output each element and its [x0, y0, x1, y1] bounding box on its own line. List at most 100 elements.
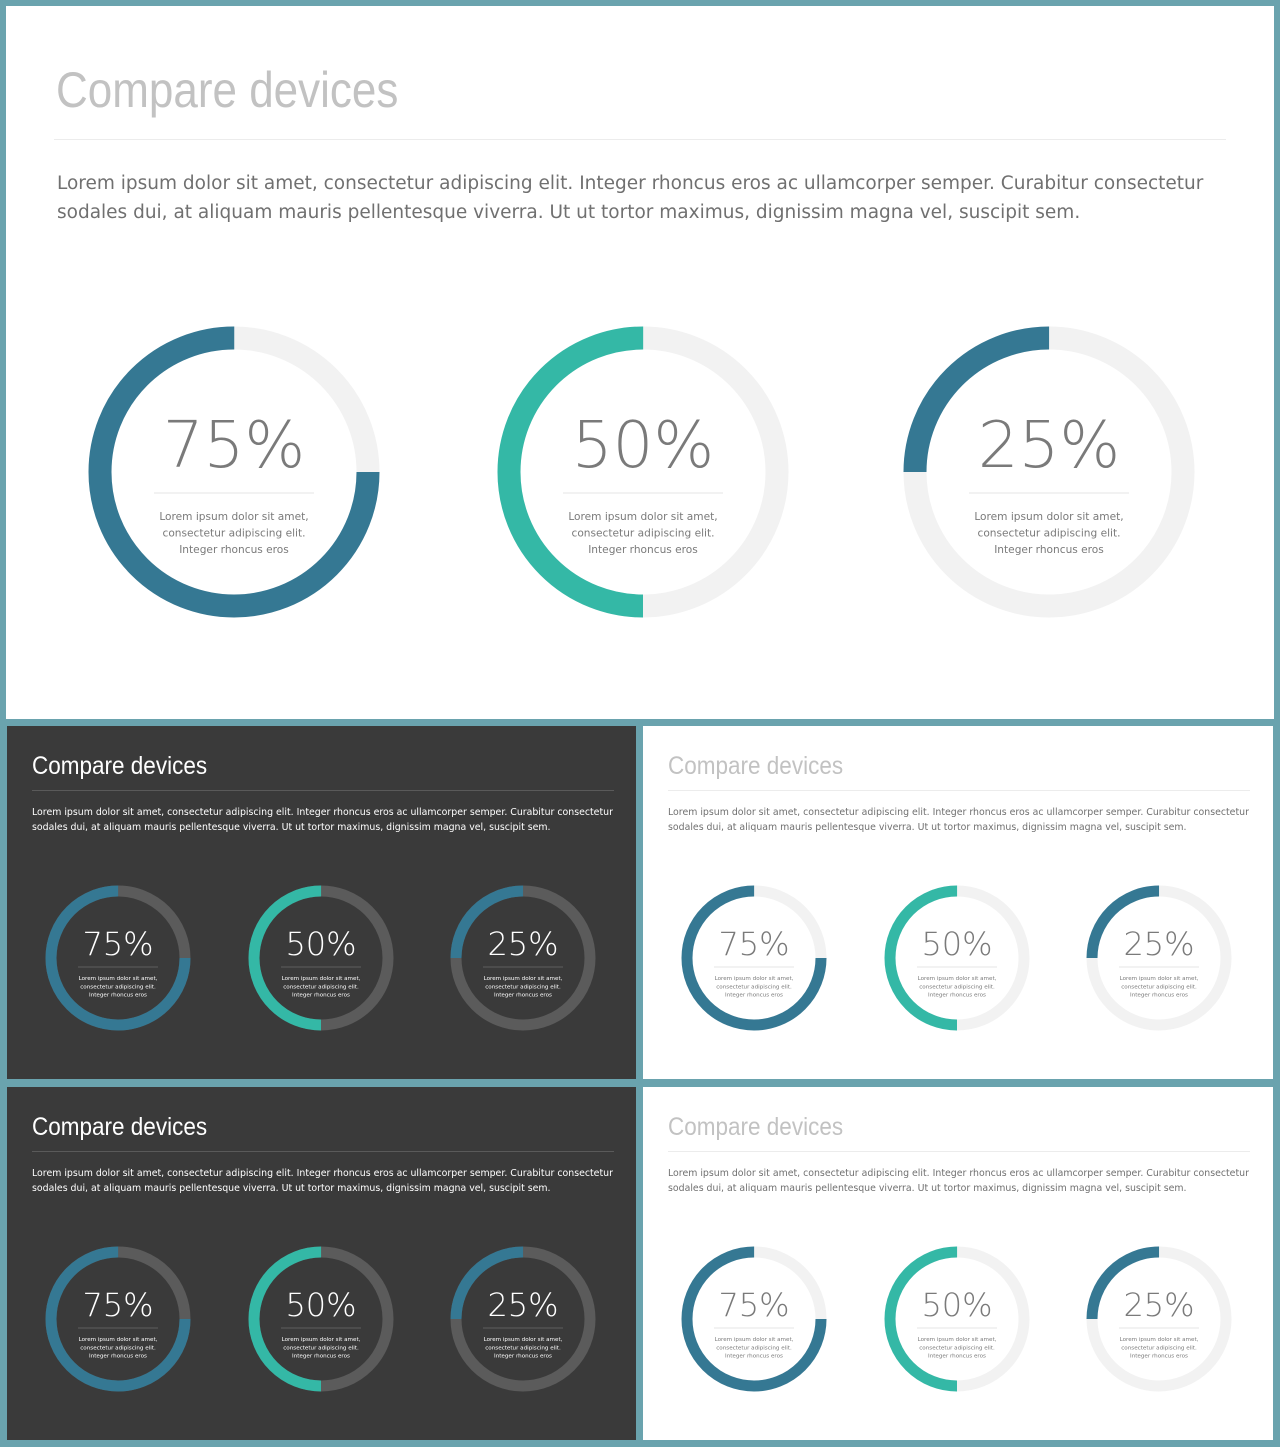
donut-caption-line: Integer rhoncus eros	[494, 1354, 552, 1360]
main-slide-panel: Compare devices Lorem ipsum dolor sit am…	[6, 6, 1274, 719]
donut-caption-line: Lorem ipsum dolor sit amet,	[1120, 976, 1199, 982]
donut-caption-line: consectetur adipiscing elit.	[283, 984, 359, 990]
panel-title: Compare devices	[668, 752, 844, 780]
light-slide-thumbnail-2[interactable]: Compare devices Lorem ipsum dolor sit am…	[643, 1087, 1273, 1440]
panel-title: Compare devices	[32, 752, 208, 780]
donut-caption-line: consectetur adipiscing elit.	[716, 984, 792, 990]
donut-progress-arc	[1086, 885, 1232, 1031]
donut-50: 50% Lorem ipsum dolor sit amet, consectetu…	[497, 326, 789, 618]
donut-caption-line: Lorem ipsum dolor sit amet,	[282, 1337, 361, 1343]
donut-caption-line: Lorem ipsum dolor sit amet,	[79, 1337, 158, 1343]
donut-caption-line: Integer rhoncus eros	[179, 544, 289, 556]
donut-75: 75% Lorem ipsum dolor sit amet, consectetu…	[681, 885, 827, 1031]
title-divider	[54, 139, 1226, 140]
donut-caption-line: consectetur adipiscing elit.	[919, 1345, 995, 1351]
donut-50: 50% Lorem ipsum dolor sit amet, consectetu…	[248, 885, 394, 1031]
donut-50: 50% Lorem ipsum dolor sit amet, consectetu…	[884, 1246, 1030, 1392]
percent-label: 25%	[978, 409, 1120, 483]
donut-75: 75% Lorem ipsum dolor sit amet, consectetu…	[45, 1246, 191, 1392]
donut-chart-group: 75% Lorem ipsum dolor sit amet, consectetu…	[45, 885, 596, 1031]
percent-label: 50%	[285, 1286, 356, 1324]
donut-progress-arc	[681, 1246, 827, 1392]
percent-label: 75%	[82, 925, 153, 963]
donut-progress-arc	[1086, 1246, 1232, 1392]
donut-25: 25% Lorem ipsum dolor sit amet, consectetu…	[1086, 1246, 1232, 1392]
donut-caption-line: Lorem ipsum dolor sit amet,	[1120, 1337, 1199, 1343]
donut-caption-line: consectetur adipiscing elit.	[978, 528, 1121, 540]
donut-chart-group: 75% Lorem ipsum dolor sit amet, consectetu…	[681, 1246, 1232, 1392]
donut-caption-line: consectetur adipiscing elit.	[485, 984, 561, 990]
donut-caption-line: Integer rhoncus eros	[928, 993, 986, 999]
dark-slide-thumbnail-2[interactable]: Compare devices Lorem ipsum dolor sit am…	[7, 1087, 636, 1440]
percent-label: 75%	[718, 925, 789, 963]
donut-chart-group: 75% Lorem ipsum dolor sit amet, consectetu…	[45, 1246, 596, 1392]
donut-50: 50% Lorem ipsum dolor sit amet, consectetu…	[884, 885, 1030, 1031]
donut-caption-line: Lorem ipsum dolor sit amet,	[484, 1337, 563, 1343]
donut-caption-line: Integer rhoncus eros	[292, 1354, 350, 1360]
donut-caption-line: Integer rhoncus eros	[292, 993, 350, 999]
donut-caption-line: Lorem ipsum dolor sit amet,	[282, 976, 361, 982]
donut-chart-group: 75% Lorem ipsum dolor sit amet, consectetu…	[681, 885, 1232, 1031]
panel-title: Compare devices	[56, 62, 399, 118]
donut-caption-line: Lorem ipsum dolor sit amet,	[159, 511, 308, 523]
donut-caption-line: consectetur adipiscing elit.	[716, 1345, 792, 1351]
panel-description: Lorem ipsum dolor sit amet, consectetur …	[668, 1168, 1249, 1194]
donut-25: 25% Lorem ipsum dolor sit amet, consectetu…	[1086, 885, 1232, 1031]
panel-description: Lorem ipsum dolor sit amet, consectetur …	[57, 173, 1204, 223]
donut-caption-line: consectetur adipiscing elit.	[572, 528, 715, 540]
title-divider	[668, 790, 1250, 791]
donut-25: 25% Lorem ipsum dolor sit amet, consectetu…	[450, 1246, 596, 1392]
donut-caption-line: Lorem ipsum dolor sit amet,	[918, 1337, 997, 1343]
donut-progress-arc	[450, 885, 596, 1031]
donut-caption-line: Integer rhoncus eros	[1130, 993, 1188, 999]
title-divider	[32, 790, 614, 791]
donut-75: 75% Lorem ipsum dolor sit amet, consectetu…	[45, 885, 191, 1031]
percent-label: 25%	[1123, 1286, 1194, 1324]
donut-progress-arc	[681, 885, 827, 1031]
percent-label: 50%	[285, 925, 356, 963]
donut-caption-line: Lorem ipsum dolor sit amet,	[484, 976, 563, 982]
donut-caption-line: consectetur adipiscing elit.	[919, 984, 995, 990]
percent-label: 50%	[921, 1286, 992, 1324]
donut-caption-line: consectetur adipiscing elit.	[283, 1345, 359, 1351]
percent-label: 50%	[921, 925, 992, 963]
donut-progress-arc	[248, 885, 394, 1031]
percent-label: 25%	[487, 925, 558, 963]
donut-caption-line: Integer rhoncus eros	[89, 993, 147, 999]
title-divider	[668, 1151, 1250, 1152]
donut-progress-arc	[884, 1246, 1030, 1392]
donut-progress-arc	[45, 1246, 191, 1392]
donut-25: 25% Lorem ipsum dolor sit amet, consectetu…	[450, 885, 596, 1031]
donut-caption-line: Lorem ipsum dolor sit amet,	[918, 976, 997, 982]
panel-description: Lorem ipsum dolor sit amet, consectetur …	[668, 807, 1249, 833]
donut-50: 50% Lorem ipsum dolor sit amet, consectetu…	[248, 1246, 394, 1392]
donut-caption-line: consectetur adipiscing elit.	[163, 528, 306, 540]
title-divider	[32, 1151, 614, 1152]
donut-caption-line: Lorem ipsum dolor sit amet,	[568, 511, 717, 523]
percent-label: 75%	[82, 1286, 153, 1324]
donut-caption-line: consectetur adipiscing elit.	[80, 984, 156, 990]
donut-75: 75% Lorem ipsum dolor sit amet, consectetu…	[681, 1246, 827, 1392]
panel-description: Lorem ipsum dolor sit amet, consectetur …	[32, 1168, 613, 1194]
dark-slide-thumbnail-1[interactable]: Compare devices Lorem ipsum dolor sit am…	[7, 726, 636, 1079]
panel-title: Compare devices	[668, 1113, 844, 1141]
light-slide-thumbnail-1[interactable]: Compare devices Lorem ipsum dolor sit am…	[643, 726, 1273, 1079]
donut-25: 25% Lorem ipsum dolor sit amet, consectetu…	[903, 326, 1195, 618]
panel-title: Compare devices	[32, 1113, 208, 1141]
donut-progress-arc	[884, 885, 1030, 1031]
percent-label: 25%	[1123, 925, 1194, 963]
donut-caption-line: consectetur adipiscing elit.	[1121, 1345, 1197, 1351]
percent-label: 25%	[487, 1286, 558, 1324]
donut-progress-arc	[450, 1246, 596, 1392]
donut-caption-line: Integer rhoncus eros	[494, 993, 552, 999]
donut-caption-line: consectetur adipiscing elit.	[485, 1345, 561, 1351]
donut-progress-arc	[903, 326, 1195, 618]
percent-label: 50%	[572, 409, 714, 483]
donut-caption-line: Integer rhoncus eros	[89, 1354, 147, 1360]
donut-caption-line: Integer rhoncus eros	[994, 544, 1104, 556]
donut-caption-line: Integer rhoncus eros	[588, 544, 698, 556]
percent-label: 75%	[718, 1286, 789, 1324]
donut-caption-line: Integer rhoncus eros	[928, 1354, 986, 1360]
donut-caption-line: Lorem ipsum dolor sit amet,	[715, 976, 794, 982]
percent-label: 75%	[163, 409, 305, 483]
